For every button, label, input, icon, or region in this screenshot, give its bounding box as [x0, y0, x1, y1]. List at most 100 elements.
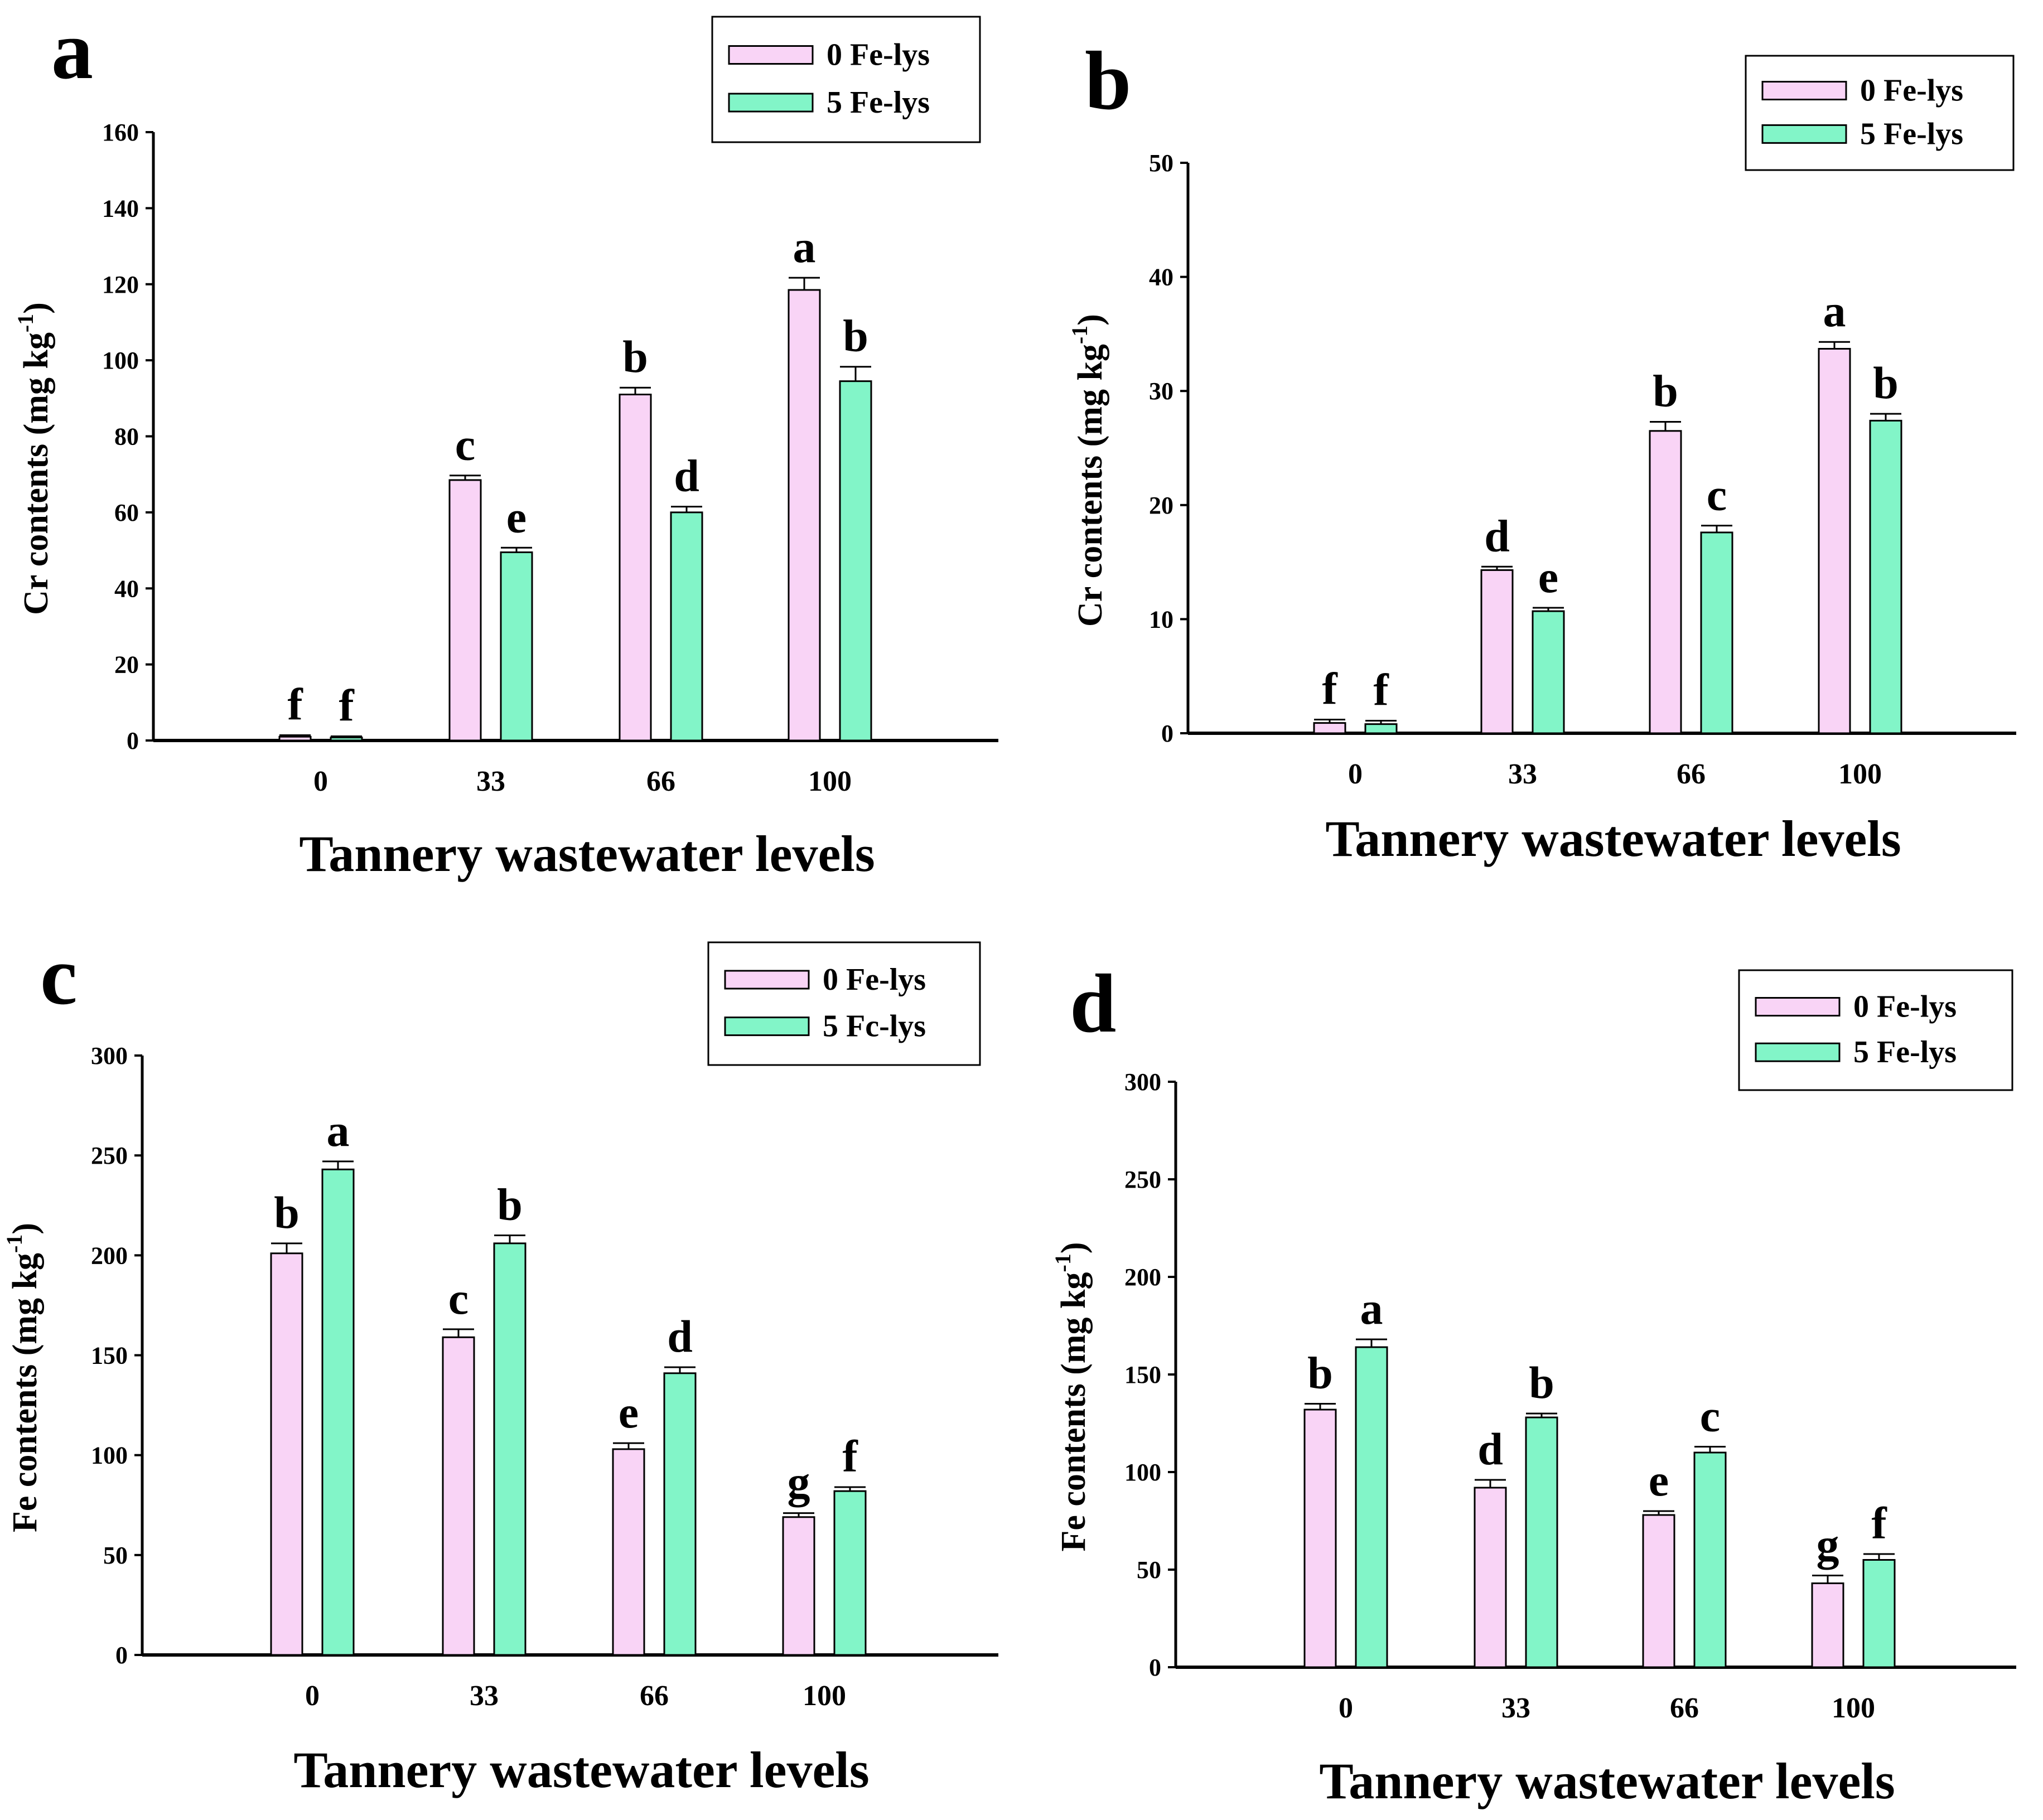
bar-five-fe-lys: [1862, 1559, 1896, 1668]
x-tick-label: 100: [1832, 1692, 1875, 1724]
x-tick-label: 33: [1501, 1692, 1530, 1724]
y-tick-label: 0: [1161, 720, 1173, 747]
significance-letter: b: [622, 331, 648, 382]
y-tick-label: 40: [1149, 264, 1173, 291]
y-tick-label: 40: [114, 575, 139, 602]
legend-label: 0 Fe-lys: [1860, 74, 1963, 108]
significance-letter: d: [667, 1311, 693, 1362]
y-tick-label: 80: [114, 423, 139, 451]
bar-five-fe-lys: [1532, 610, 1565, 734]
legend-box: [1745, 55, 2015, 171]
x-axis-title: Tannery wastewater levels: [1319, 1753, 1895, 1809]
bar-zero-fe-lys: [619, 393, 652, 742]
significance-letter: f: [1322, 663, 1338, 714]
bar-zero-fe-lys: [442, 1336, 475, 1656]
legend-box: [711, 16, 981, 143]
legend-label: 0 Fe-lys: [1853, 990, 1957, 1024]
legend-swatch: [724, 1017, 810, 1037]
significance-letter: e: [619, 1387, 639, 1437]
significance-letter: a: [1360, 1283, 1383, 1334]
bar-five-fe-lys: [330, 737, 363, 742]
bar-zero-fe-lys: [1649, 430, 1682, 734]
significance-letter: a: [793, 221, 816, 272]
y-tick-label: 250: [1124, 1166, 1161, 1193]
y-tick-label: 50: [1149, 149, 1173, 177]
y-tick-label: 150: [91, 1342, 128, 1369]
x-tick-label: 0: [305, 1680, 320, 1712]
bar-zero-fe-lys: [1303, 1408, 1337, 1668]
legend-label: 5 Fe-lys: [1853, 1035, 1957, 1069]
legend-label: 0 Fe-lys: [827, 38, 930, 72]
bar-five-fe-lys: [1869, 419, 1902, 734]
legend-swatch: [728, 93, 814, 113]
y-tick-label: 200: [1124, 1264, 1161, 1291]
bar-zero-fe-lys: [448, 479, 482, 742]
y-tick-label: 200: [91, 1242, 128, 1269]
legend-label: 5 Fe-lys: [827, 85, 930, 120]
bar-five-fe-lys: [839, 380, 872, 742]
x-tick-label: 66: [640, 1680, 669, 1712]
y-tick-label: 0: [115, 1642, 128, 1669]
bar-five-fe-lys: [321, 1168, 355, 1656]
bar-zero-fe-lys: [1811, 1582, 1844, 1668]
significance-letter: g: [788, 1457, 810, 1508]
significance-letter: c: [455, 419, 475, 470]
significance-letter: b: [497, 1179, 523, 1230]
significance-letter: f: [1871, 1498, 1887, 1548]
bar-five-fe-lys: [833, 1490, 867, 1656]
y-axis-title: Cr contents (mg kg-1): [13, 302, 55, 615]
legend-label: 5 Fc-lys: [823, 1009, 926, 1044]
significance-letter: e: [1538, 551, 1558, 602]
x-tick-label: 0: [1348, 758, 1363, 790]
x-axis-title: Tannery wastewater levels: [1325, 810, 1901, 867]
y-tick-label: 160: [102, 119, 139, 146]
y-axis-title: Fe contents (mg kg-1): [1050, 1242, 1093, 1551]
bar-zero-fe-lys: [782, 1516, 815, 1656]
bar-zero-fe-lys: [278, 735, 312, 742]
x-tick-label: 66: [1670, 1692, 1699, 1724]
y-tick-label: 10: [1149, 606, 1173, 633]
bar-five-fe-lys: [1693, 1451, 1727, 1668]
significance-letter: a: [1823, 285, 1846, 336]
y-tick-label: 20: [114, 651, 139, 679]
significance-letter: b: [843, 311, 868, 361]
significance-letter: b: [1307, 1348, 1333, 1398]
significance-letter: d: [1484, 510, 1510, 561]
significance-letter: d: [1477, 1424, 1503, 1474]
bar-five-fe-lys: [670, 511, 703, 742]
significance-letter: b: [1873, 357, 1899, 408]
y-tick-label: 300: [1124, 1068, 1161, 1096]
panel-letter: a: [51, 4, 93, 96]
significance-letter: f: [842, 1431, 858, 1482]
y-tick-label: 0: [1149, 1654, 1161, 1681]
significance-letter: f: [339, 680, 355, 730]
bar-five-fe-lys: [663, 1372, 697, 1656]
legend-swatch: [1761, 81, 1847, 100]
legend-box: [1738, 969, 2013, 1091]
bar-five-fe-lys: [500, 551, 533, 742]
bar-zero-fe-lys: [1642, 1514, 1675, 1668]
bar-zero-fe-lys: [1818, 347, 1851, 734]
legend: 0 Fe-lys 5 Fe-lys: [1745, 55, 2015, 171]
legend-swatch: [728, 45, 814, 65]
y-tick-label: 140: [102, 195, 139, 222]
significance-letter: a: [327, 1105, 350, 1156]
bar-five-fe-lys: [1355, 1346, 1388, 1668]
legend-swatch: [1755, 997, 1841, 1017]
significance-letter: b: [1529, 1357, 1554, 1408]
bar-zero-fe-lys: [612, 1448, 645, 1656]
x-axis-title: Tannery wastewater levels: [299, 825, 875, 882]
significance-letter: g: [1817, 1519, 1839, 1570]
y-tick-label: 100: [102, 347, 139, 374]
x-tick-label: 0: [313, 766, 328, 797]
significance-letter: b: [274, 1187, 300, 1238]
panel-letter: d: [1070, 957, 1116, 1050]
significance-letter: c: [448, 1273, 469, 1324]
significance-letter: e: [1649, 1455, 1669, 1506]
legend: 0 Fe-lys 5 Fc-lys: [707, 941, 981, 1066]
significance-letter: f: [1373, 664, 1389, 715]
